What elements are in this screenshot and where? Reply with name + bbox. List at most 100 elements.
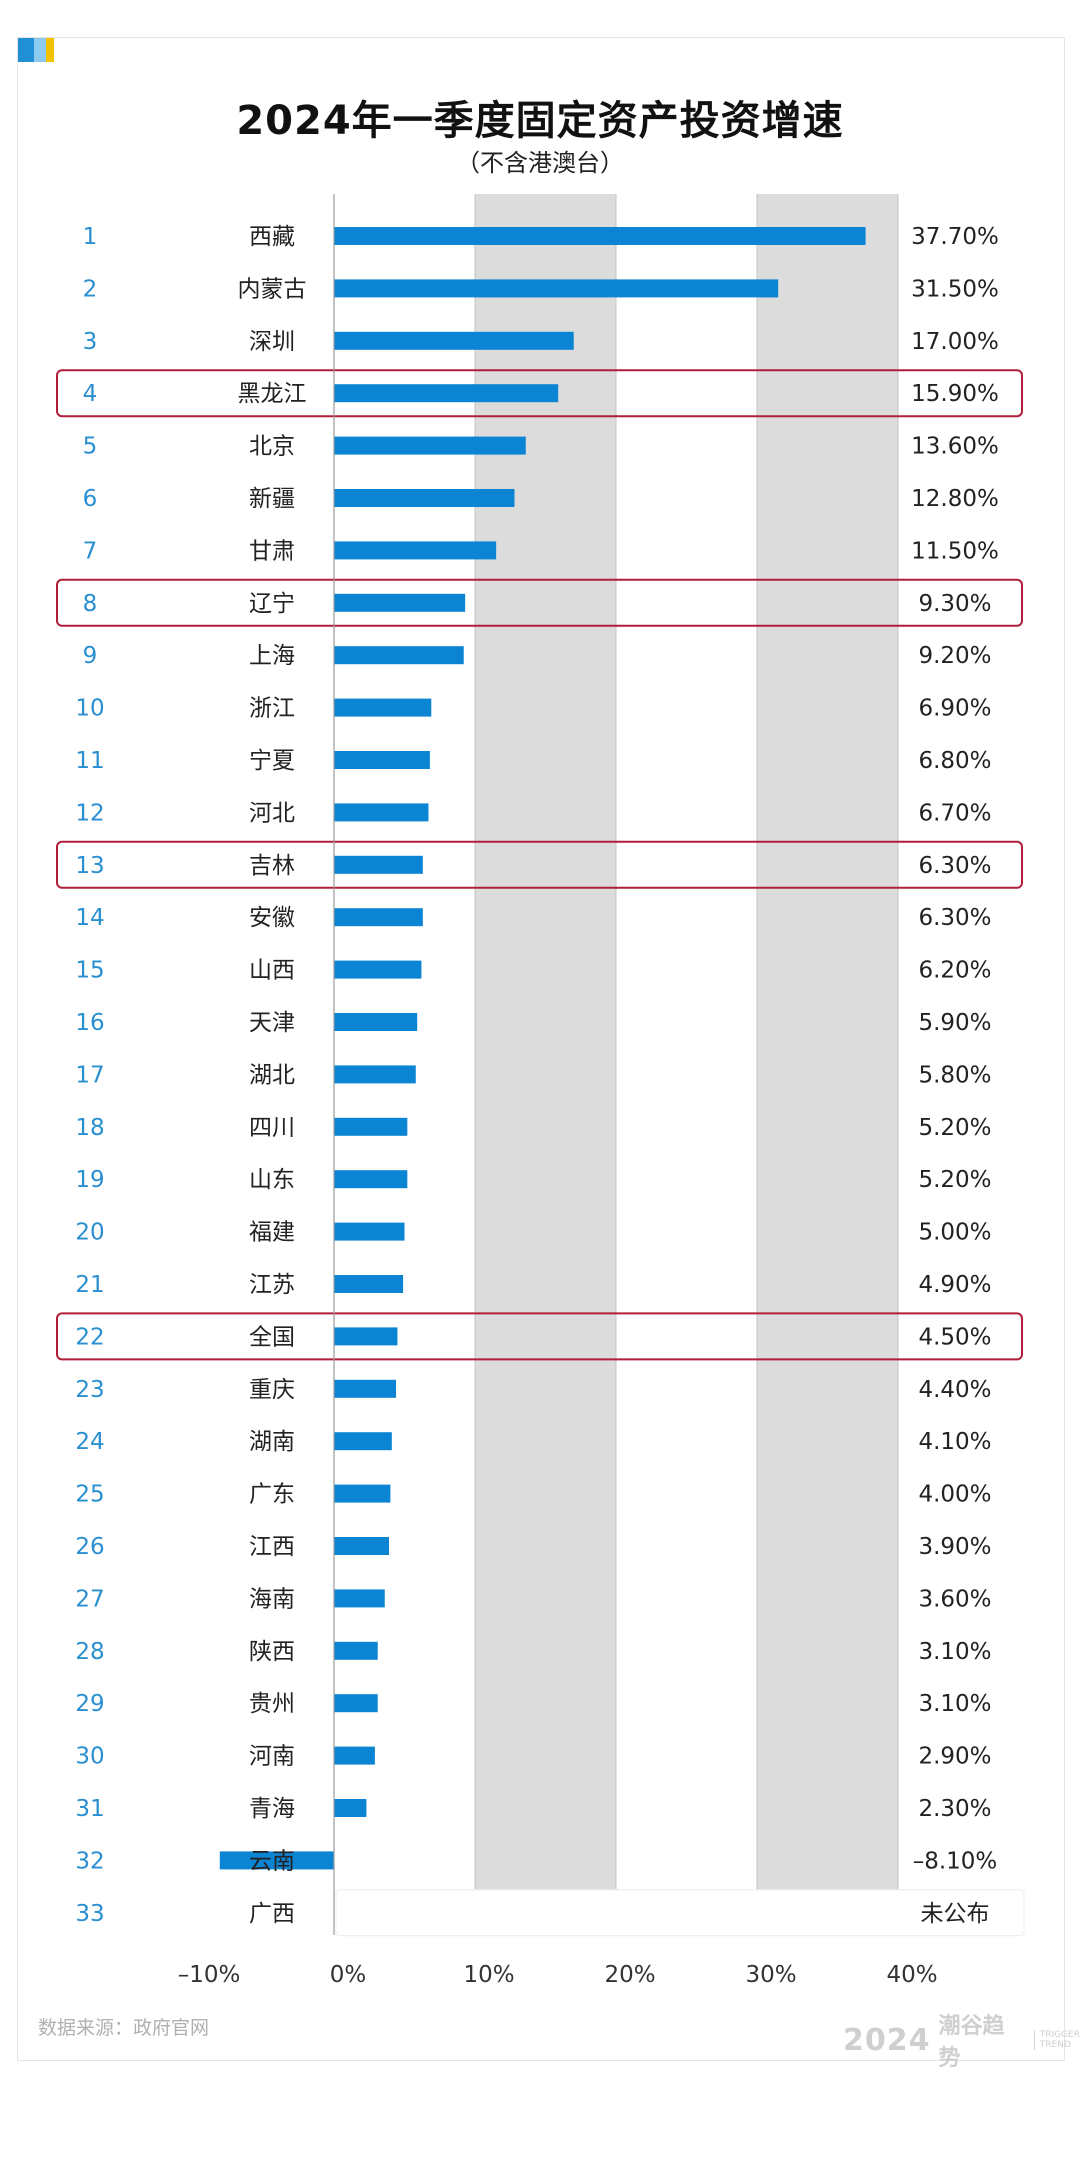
data-source-note: 数据来源：政府官网 [38, 2017, 210, 2039]
value-label: 6.90% [918, 696, 991, 722]
not-published-box [335, 1889, 1025, 1937]
brand-year: 2024 [843, 2022, 931, 2058]
rank-label: 28 [75, 1639, 104, 1665]
brand-english: TRIGGER TREND [1033, 2030, 1080, 2050]
corner-logo-mark [18, 38, 54, 62]
region-name: 河北 [249, 800, 295, 826]
value-label: 4.10% [918, 1429, 991, 1455]
value-label: 3.60% [918, 1586, 991, 1612]
value-label: 15.90% [911, 381, 999, 407]
region-name: 吉林 [249, 853, 295, 879]
value-label: 4.50% [918, 1324, 991, 1350]
value-label: 3.90% [918, 1534, 991, 1560]
region-name: 河南 [249, 1744, 295, 1770]
value-label: 6.30% [918, 905, 991, 931]
brand-logo: 2024 潮谷趋势 TRIGGER TREND [843, 2008, 1080, 2072]
value-label: 9.20% [918, 643, 991, 669]
x-tick-label: 0% [330, 1962, 367, 1988]
region-name: 内蒙古 [238, 276, 307, 302]
bar [334, 1117, 408, 1136]
rank-label: 2 [83, 276, 98, 302]
region-name: 上海 [249, 643, 295, 669]
region-name: 天津 [249, 1010, 295, 1036]
x-tick-label: 40% [886, 1962, 937, 1988]
region-name: 甘肃 [249, 538, 295, 564]
rank-label: 9 [83, 643, 98, 669]
bar [334, 1484, 391, 1503]
region-name: 湖南 [249, 1429, 295, 1455]
rank-label: 17 [75, 1062, 104, 1088]
brand-name: 潮谷趋势 [938, 2014, 1005, 2071]
bar [334, 751, 430, 769]
rank-label: 13 [75, 853, 104, 879]
bar [334, 1170, 408, 1189]
value-label: 9.30% [918, 591, 991, 617]
region-name: 山西 [249, 958, 295, 984]
rank-label: 23 [75, 1377, 104, 1403]
bar [334, 960, 422, 979]
bar [334, 1327, 398, 1346]
highlight-box [56, 369, 1023, 418]
bar [334, 698, 432, 717]
rank-label: 3 [83, 329, 98, 355]
x-tick-label: –10% [178, 1962, 241, 1988]
rank-label: 21 [75, 1272, 104, 1298]
shaded-band-1 [475, 194, 616, 1935]
rank-label: 10 [75, 696, 104, 722]
region-name: 江苏 [249, 1272, 295, 1298]
region-name: 山东 [249, 1167, 295, 1193]
x-tick-label: 20% [604, 1962, 655, 1988]
rank-label: 6 [83, 486, 98, 512]
rank-label: 33 [75, 1901, 104, 1927]
region-name: 湖北 [249, 1062, 295, 1088]
bar [334, 279, 779, 298]
bar [334, 1641, 378, 1660]
bar [334, 331, 574, 350]
value-label: 5.20% [918, 1167, 991, 1193]
value-label: 31.50% [911, 276, 999, 302]
region-name: 宁夏 [249, 748, 295, 774]
value-label: 17.00% [911, 329, 999, 355]
bar [334, 908, 423, 927]
value-label: 6.80% [918, 748, 991, 774]
rank-label: 11 [75, 748, 104, 774]
value-label: 未公布 [921, 1901, 990, 1927]
x-tick-label: 30% [745, 1962, 796, 1988]
bar [334, 1275, 404, 1293]
rank-label: 4 [83, 381, 98, 407]
rank-label: 25 [75, 1482, 104, 1508]
value-label: 13.60% [911, 434, 999, 460]
bar [334, 1694, 378, 1713]
region-name: 重庆 [249, 1377, 295, 1403]
bar [334, 1746, 375, 1765]
region-name: 四川 [249, 1115, 295, 1141]
region-name: 全国 [249, 1324, 295, 1350]
value-label: 5.20% [918, 1115, 991, 1141]
value-label: 5.80% [918, 1062, 991, 1088]
region-name: 黑龙江 [238, 381, 307, 407]
value-label: 6.20% [918, 958, 991, 984]
region-name: 青海 [249, 1796, 295, 1822]
region-name: 贵州 [249, 1691, 295, 1717]
region-name: 广西 [249, 1901, 295, 1927]
rank-label: 27 [75, 1586, 104, 1612]
bar [334, 541, 497, 560]
region-name: 福建 [249, 1220, 295, 1246]
bar [334, 1065, 416, 1084]
bar [334, 384, 559, 403]
rank-label: 12 [75, 800, 104, 826]
chart-title: 2024年一季度固定资产投资增速 [236, 98, 844, 144]
rank-label: 32 [75, 1848, 104, 1874]
region-name: 陕西 [249, 1639, 295, 1665]
bar [334, 1537, 389, 1555]
region-name: 北京 [249, 434, 295, 460]
value-label: 2.30% [918, 1796, 991, 1822]
rank-label: 31 [75, 1796, 104, 1822]
highlight-box [56, 578, 1023, 627]
shaded-band-2 [757, 194, 898, 1935]
bar [334, 1799, 367, 1817]
value-label: 4.90% [918, 1272, 991, 1298]
bar [334, 489, 515, 507]
rank-label: 7 [83, 538, 98, 564]
value-label: 6.30% [918, 853, 991, 879]
